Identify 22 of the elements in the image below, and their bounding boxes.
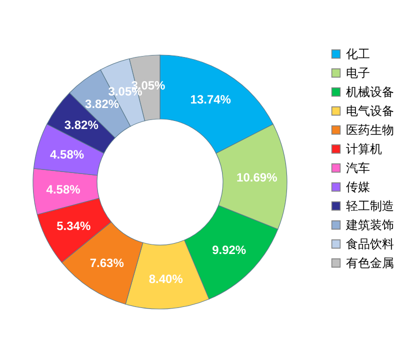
data-label: 7.63% [90, 256, 124, 270]
legend-label: 轻工制造 [346, 199, 394, 213]
legend-label: 电气设备 [346, 104, 394, 118]
data-label: 3.82% [85, 97, 120, 112]
data-label: 4.58% [46, 182, 81, 196]
legend-label: 计算机 [346, 142, 382, 156]
legend-label: 建筑装饰 [345, 218, 394, 232]
legend-label: 汽车 [346, 161, 370, 175]
data-label: 4.58% [50, 147, 84, 162]
legend-label: 医药生物 [346, 123, 394, 137]
data-label: 8.40% [148, 272, 184, 286]
data-label: 5.34% [56, 219, 91, 234]
legend-label: 化工 [346, 47, 370, 61]
legend-label: 电子 [346, 66, 370, 80]
data-label: 3.82% [64, 118, 99, 132]
legend-label: 传媒 [346, 180, 370, 194]
data-label: 10.69% [236, 170, 278, 185]
legend-label: 有色金属 [346, 256, 394, 270]
data-label: 13.74% [190, 92, 232, 106]
legend-label: 机械设备 [346, 85, 394, 99]
legend-label: 食品饮料 [346, 237, 394, 251]
data-label: 9.92% [212, 243, 246, 258]
